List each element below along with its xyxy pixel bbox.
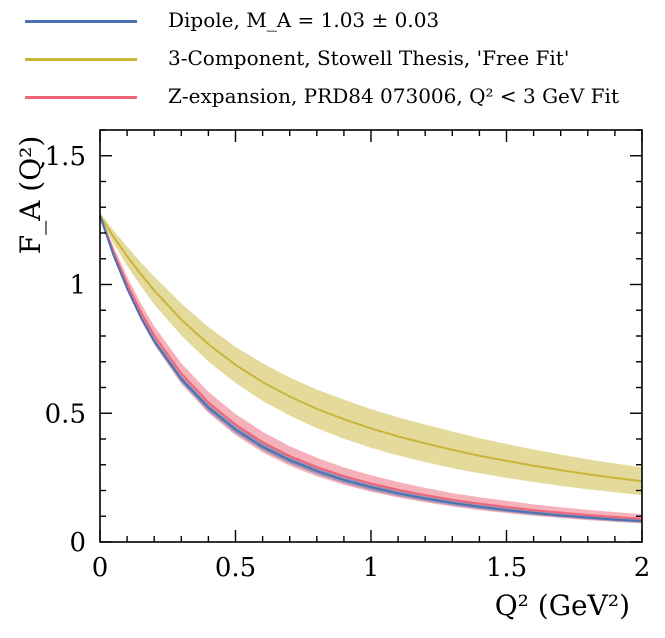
band-3-component	[100, 212, 642, 496]
legend-label-z-expansion: Z-expansion, PRD84 073006, Q² < 3 GeV Fi…	[168, 84, 619, 108]
tick-labels: 0 0.5 1 1.5 2 0 0.5 1 1.5	[45, 142, 651, 583]
x-tick-label: 1.5	[486, 553, 527, 583]
x-tick-label: 1	[363, 553, 380, 583]
y-tick-label: 1.5	[45, 142, 86, 172]
legend-label-3-component: 3-Component, Stowell Thesis, 'Free Fit'	[168, 46, 570, 70]
uncertainty-bands	[100, 212, 642, 524]
y-tick-label: 0	[69, 528, 86, 558]
legend-swatch-3-component	[25, 58, 137, 61]
legend-swatch-z-expansion	[25, 96, 137, 99]
series-lines	[99, 215, 643, 523]
line-dipole	[99, 215, 643, 523]
line-3-component	[99, 215, 643, 483]
y-tick-label: 0.5	[45, 399, 86, 429]
legend-swatch-dipole	[25, 20, 137, 23]
x-axis-title: Q² (GeV²)	[495, 589, 630, 622]
x-tick-label: 0	[92, 553, 109, 583]
y-tick-label: 1	[69, 271, 86, 301]
y-axis-title: F_A (Q²)	[14, 136, 47, 255]
line-z-expansion	[99, 215, 643, 520]
x-tick-label: 2	[634, 553, 651, 583]
axis-ticks	[99, 129, 643, 543]
legend-label-dipole: Dipole, M_A = 1.03 ± 0.03	[168, 8, 440, 32]
x-tick-label: 0.5	[215, 553, 256, 583]
